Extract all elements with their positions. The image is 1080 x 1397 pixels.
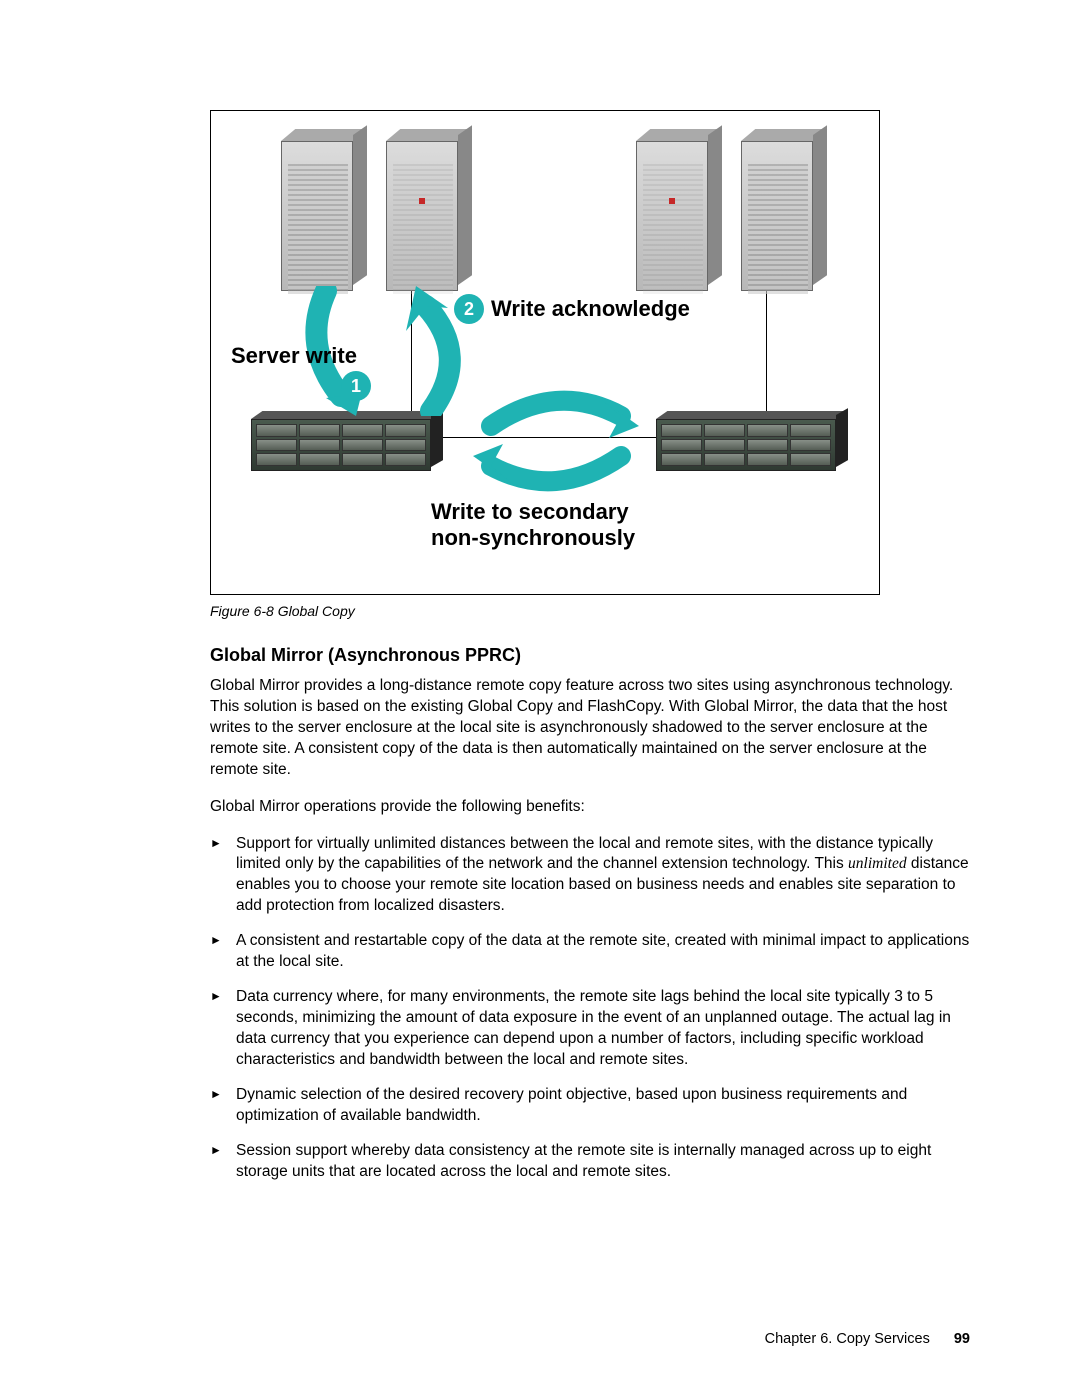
label-server-write: Server write xyxy=(231,343,357,369)
storage-enclosure xyxy=(251,411,446,473)
label-write-ack: Write acknowledge xyxy=(491,296,690,322)
sync-arrow-icon xyxy=(471,441,641,496)
text: non-synchronously xyxy=(431,525,635,550)
text: Write to secondary xyxy=(431,499,629,524)
server-tower xyxy=(741,129,831,294)
list-item: Session support whereby data consistency… xyxy=(210,1141,970,1183)
paragraph: Global Mirror provides a long-distance r… xyxy=(210,676,970,781)
text-italic: unlimited xyxy=(848,855,907,872)
benefits-list: Support for virtually unlimited distance… xyxy=(210,834,970,1183)
step-badge-1: 1 xyxy=(341,371,371,401)
sync-arrow-icon xyxy=(471,386,641,441)
section-heading: Global Mirror (Asynchronous PPRC) xyxy=(210,645,970,666)
storage-enclosure xyxy=(656,411,851,473)
page-number: 99 xyxy=(954,1331,970,1347)
page-footer: Chapter 6. Copy Services 99 xyxy=(765,1331,970,1347)
figure-global-copy: 1 2 Server write Write acknowledge Write… xyxy=(210,110,880,595)
server-tower xyxy=(281,129,371,294)
list-item: Dynamic selection of the desired recover… xyxy=(210,1085,970,1127)
step-badge-2: 2 xyxy=(454,294,484,324)
list-item: Data currency where, for many environmen… xyxy=(210,987,970,1071)
figure-caption: Figure 6-8 Global Copy xyxy=(210,603,970,619)
server-tower xyxy=(636,129,726,294)
list-item: Support for virtually unlimited distance… xyxy=(210,834,970,918)
text: Support for virtually unlimited distance… xyxy=(236,835,933,873)
chapter-label: Chapter 6. Copy Services xyxy=(765,1331,930,1347)
connector-line xyxy=(766,291,767,411)
list-item: A consistent and restartable copy of the… xyxy=(210,931,970,973)
label-write-secondary: Write to secondary non-synchronously xyxy=(431,499,635,552)
paragraph: Global Mirror operations provide the fol… xyxy=(210,797,970,818)
server-tower xyxy=(386,129,476,294)
